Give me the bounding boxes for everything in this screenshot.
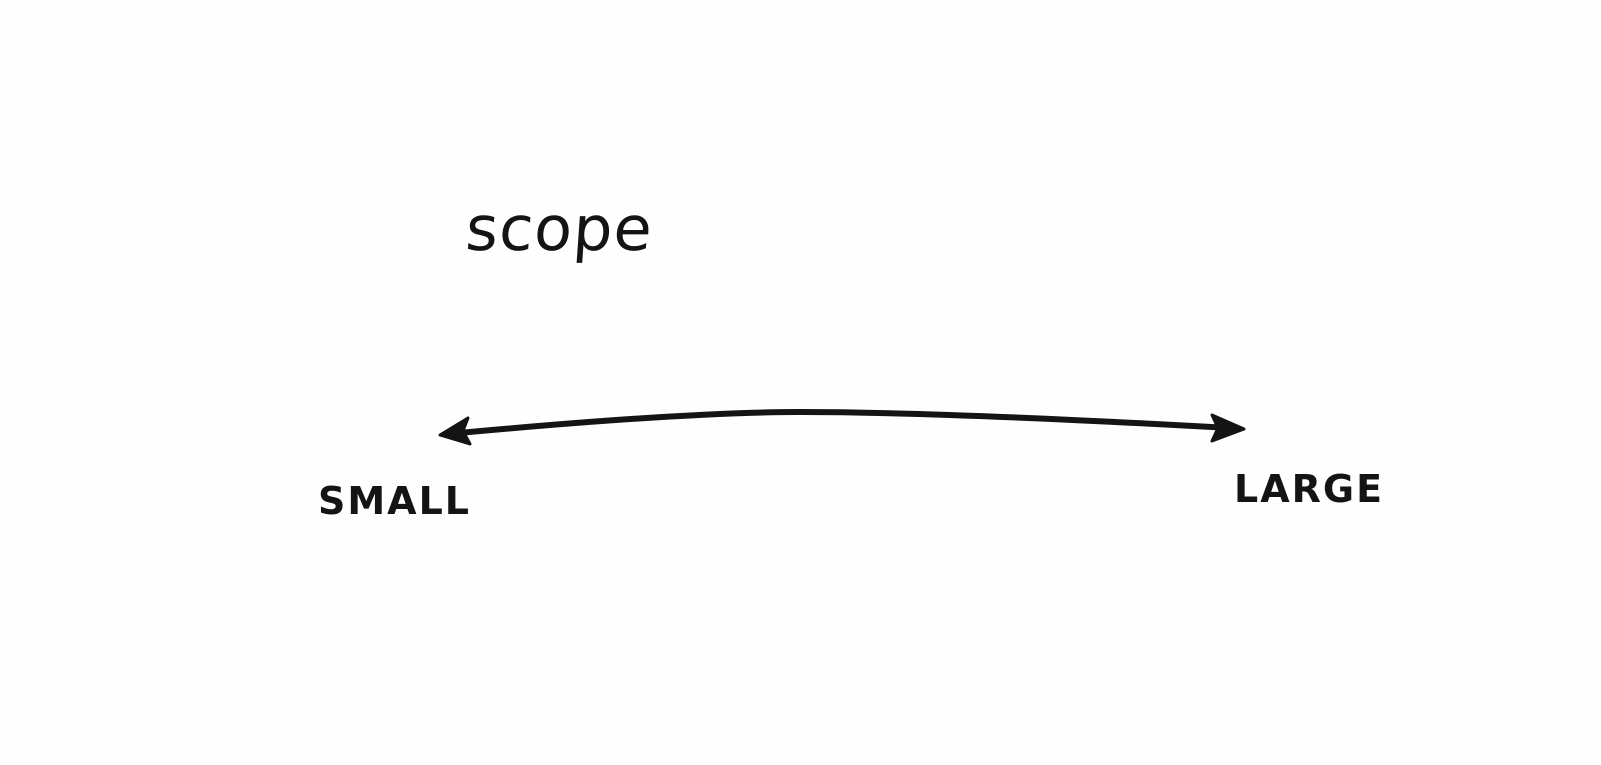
left-end-label: SMALL (318, 479, 472, 523)
arrow-shaft (445, 408, 1233, 437)
arrow-head-left (438, 416, 472, 446)
right-end-label: LARGE (1234, 467, 1385, 511)
arrow-head-right (1210, 413, 1246, 443)
